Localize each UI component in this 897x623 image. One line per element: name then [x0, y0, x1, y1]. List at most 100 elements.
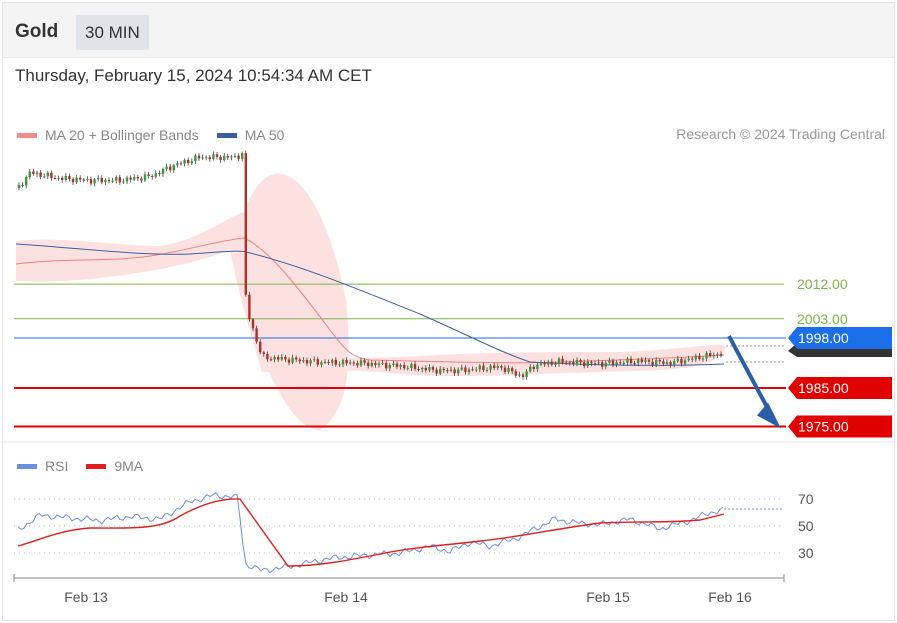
candle-body — [25, 177, 28, 186]
bollinger-bands — [16, 173, 726, 431]
candle-body — [431, 367, 435, 370]
candle-body — [17, 184, 21, 189]
legend-ma50-label: MA 50 — [244, 127, 285, 143]
x-axis: Feb 13 Feb 14 Feb 15 Feb 16 — [13, 574, 785, 605]
candle-body — [439, 368, 442, 374]
level-label-1998.00: 1998.00 — [798, 330, 849, 346]
legend-9ma-swatch — [86, 463, 107, 469]
candle-body — [356, 363, 359, 366]
candle-body — [266, 353, 269, 360]
candle-body — [662, 361, 665, 364]
candle-body — [32, 171, 35, 174]
legend-ma20-label: MA 20 + Bollinger Bands — [45, 127, 199, 143]
candle-body — [201, 157, 204, 159]
candle-body — [341, 359, 345, 365]
candle-body — [388, 364, 391, 369]
chart-header: Gold 30 MIN — [3, 3, 894, 58]
symbol-title: Gold — [15, 21, 59, 42]
timeframe-button[interactable]: 30 MIN — [76, 15, 149, 50]
candle-body — [367, 362, 370, 367]
candle-body — [277, 357, 280, 360]
candle-body — [86, 179, 89, 181]
candle-body — [305, 359, 309, 364]
candle-body — [392, 363, 395, 365]
ma20-line — [15, 237, 725, 364]
candle-body — [428, 367, 431, 371]
candle-body — [637, 359, 640, 364]
candle-body — [471, 369, 474, 371]
candle-body — [539, 362, 543, 365]
candle-body — [719, 354, 723, 356]
candle-body — [136, 177, 139, 179]
candle-body — [413, 363, 417, 369]
x-tick-feb-13: Feb 13 — [64, 589, 108, 605]
candle-body — [359, 360, 363, 366]
candle-body — [269, 359, 273, 361]
candle-body — [230, 156, 233, 158]
candles — [17, 150, 723, 380]
forecast-arrow-shaft — [727, 335, 774, 418]
x-tick-feb-16: Feb 16 — [708, 589, 752, 605]
candle-body — [597, 362, 600, 364]
level-label-2012.00: 2012.00 — [797, 276, 848, 292]
candle-body — [424, 367, 427, 371]
candle-body — [125, 177, 129, 182]
candle-body — [619, 362, 622, 364]
candle-body — [446, 370, 449, 372]
candle-body — [251, 319, 255, 329]
level-label-1975.00: 1975.00 — [798, 418, 849, 434]
candle-body — [565, 362, 568, 364]
legend-ma20-swatch — [17, 132, 37, 138]
candle-body — [79, 177, 82, 180]
candle-body — [590, 361, 593, 364]
candle-body — [464, 367, 467, 372]
candle-body — [71, 179, 75, 183]
candle-body — [482, 365, 485, 371]
candle-body — [352, 362, 355, 364]
candle-body — [237, 155, 240, 159]
candle-body — [147, 174, 150, 176]
level-labels: 2012.00 2003.00 1998.00 1985.00 1975.00 — [788, 276, 892, 438]
candle-body — [151, 175, 154, 177]
candle-body — [334, 359, 337, 365]
candle-body — [633, 363, 636, 365]
candle-body — [601, 362, 604, 367]
candle-body — [478, 365, 481, 370]
candle-body — [626, 358, 629, 363]
candle-body — [161, 169, 165, 175]
candle-body — [50, 172, 53, 178]
candle-body — [547, 361, 550, 365]
candle-body — [28, 171, 31, 178]
candle-body — [169, 166, 172, 171]
candle-body — [532, 366, 535, 370]
candle-body — [658, 359, 661, 362]
candle-body — [349, 362, 352, 364]
candle-body — [608, 360, 611, 363]
candle-body — [442, 368, 445, 371]
candle-body — [665, 362, 669, 364]
candle-body — [143, 174, 147, 181]
candle-body — [57, 177, 60, 179]
candle-body — [572, 361, 575, 365]
price-levels — [14, 283, 786, 428]
candle-body — [406, 368, 409, 370]
candle-body — [331, 359, 334, 363]
candle-body — [93, 179, 96, 184]
candle-body — [115, 177, 118, 181]
candle-body — [61, 177, 64, 180]
candle-body — [435, 369, 438, 374]
candle-body — [97, 177, 100, 180]
candle-body — [453, 369, 456, 374]
candle-body — [410, 363, 413, 369]
candle-body — [309, 360, 312, 364]
candle-body — [655, 359, 658, 366]
candle-body — [179, 163, 183, 165]
candle-body — [705, 353, 708, 359]
candle-body — [651, 361, 654, 366]
candle-body — [172, 165, 175, 171]
candle-body — [579, 360, 582, 363]
candle-body — [104, 179, 107, 183]
candle-body — [320, 362, 323, 365]
candle-body — [111, 180, 114, 182]
